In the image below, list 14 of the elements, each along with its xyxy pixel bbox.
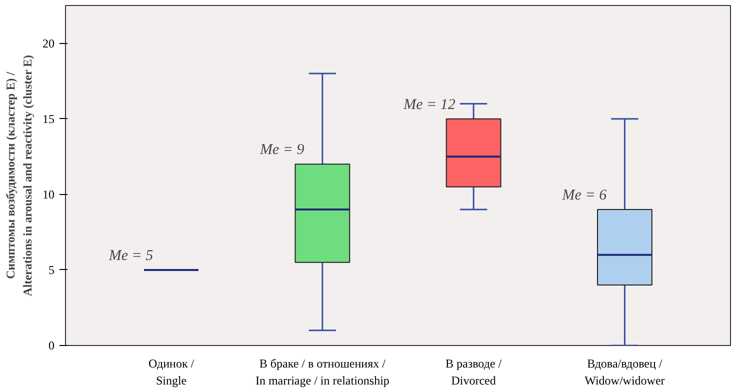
annotation: Me = 12	[402, 96, 456, 113]
y-tick-label: 5	[48, 262, 54, 277]
annotation: Me = 5	[108, 248, 154, 264]
y-tick-label: 15	[42, 112, 54, 126]
annotation: Me = 9	[259, 142, 305, 158]
y-axis-title: Симптомы возбудимости (кластер Е) / Alterations in arousal and reactivity (cluster E)	[4, 54, 34, 296]
annotation: Me = 6	[561, 188, 608, 204]
x-tick-label: Одинок / Single	[148, 356, 195, 388]
y-tick-label: 20	[42, 36, 54, 50]
x-tick-label: В браке / в отношениях / In marriage / in relationship	[255, 356, 390, 388]
x-tick-label: Вдова/вдовец / Widow/widower	[584, 356, 665, 388]
x-tick-label: В разводе / Divorced	[446, 356, 502, 388]
y-tick-label: 10	[42, 187, 54, 202]
y-tick-label: 0	[48, 338, 54, 352]
